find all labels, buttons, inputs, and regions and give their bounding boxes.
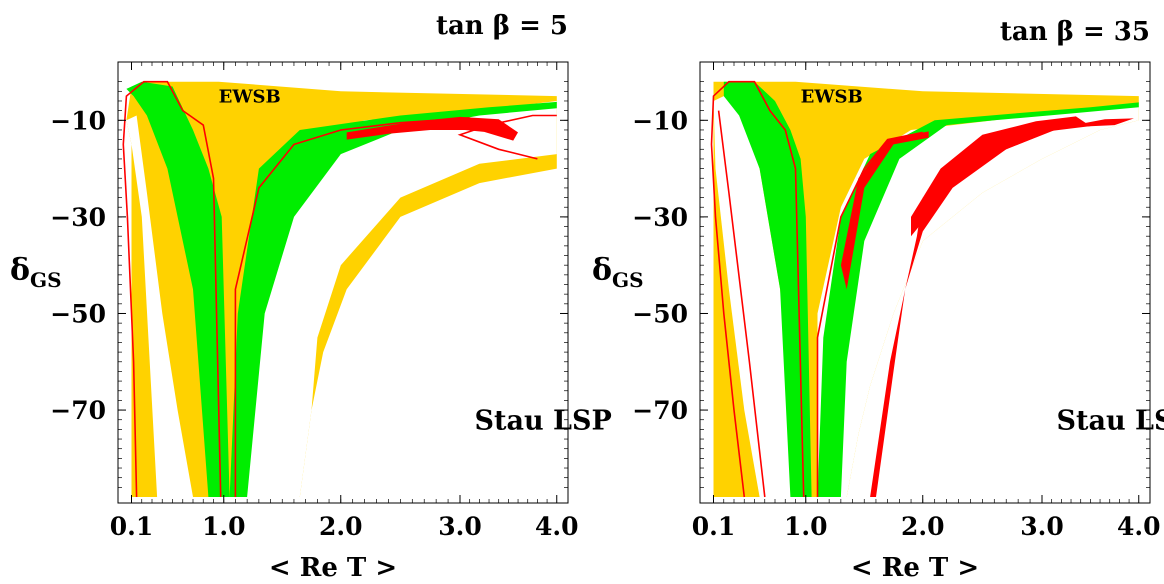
region-label-stau-lsp: Stau LSP	[475, 405, 612, 436]
axis-ticks: 0.1 1.0 2.0 3.0 4.0 −10 −30 −50 −70	[50, 62, 579, 541]
panel-title: tan β = 35	[1000, 17, 1150, 47]
x-axis-title: < Re T >	[269, 553, 397, 583]
red-contour-1	[717, 110, 766, 498]
x-tick-label: 2.0	[901, 512, 945, 541]
allowed-region-0	[713, 91, 801, 498]
y-axis-title: δGS	[592, 253, 644, 292]
y-tick-label: −30	[50, 203, 106, 232]
region-label-stau-lsp: Stau LSP	[1057, 405, 1164, 436]
red-contour-2	[816, 131, 923, 497]
green-band-0	[723, 81, 812, 497]
panel-title: tan β = 5	[436, 11, 568, 41]
y-axis-title-sub: GS	[30, 268, 62, 292]
allowed-region-0	[126, 115, 193, 497]
red-contour-2	[457, 114, 557, 160]
chart-panel-right: 0.1 1.0 2.0 3.0 4.0 −10 −30 −50 −70 tan β = 35 E…	[592, 17, 1164, 583]
x-tick-label: 1.0	[202, 512, 246, 541]
axis-ticks: 0.1 1.0 2.0 3.0 4.0 −10 −30 −50 −70	[632, 62, 1161, 541]
yellow-region-0	[126, 81, 557, 497]
y-tick-label: −50	[632, 299, 688, 328]
allowed-region-1	[241, 101, 557, 497]
y-axis-title-main: δ	[10, 253, 30, 288]
x-tick-label: 1.0	[784, 512, 828, 541]
region-label-ewsb: EWSB	[801, 86, 863, 107]
red-band-0	[346, 116, 518, 141]
y-tick-label: −10	[50, 106, 106, 135]
x-tick-label: 0.1	[692, 512, 736, 541]
green-band-0	[126, 81, 230, 497]
y-tick-label: −10	[632, 106, 688, 135]
y-tick-label: −30	[632, 203, 688, 232]
red-band-2	[840, 131, 929, 290]
x-tick-label: 3.0	[438, 512, 482, 541]
x-tick-label: 4.0	[1117, 512, 1161, 541]
red-contour-0	[710, 80, 805, 498]
y-tick-label: −50	[50, 299, 106, 328]
x-tick-label: 2.0	[319, 512, 363, 541]
region-label-ewsb: EWSB	[219, 86, 281, 107]
red-band-1	[911, 116, 1091, 237]
y-axis-title-sub: GS	[612, 268, 644, 292]
x-tick-label: 3.0	[1020, 512, 1064, 541]
x-axis-title: < Re T >	[851, 553, 979, 583]
red-contour-1	[234, 117, 470, 497]
chart-panel-left: 0.1 1.0 2.0 3.0 4.0 −10 −30 −50 −70 tan β = 5 EW…	[10, 11, 612, 583]
x-tick-label: 0.1	[110, 512, 154, 541]
y-axis-title: δGS	[10, 253, 62, 292]
plot-frame	[117, 61, 569, 504]
region-fills	[710, 80, 1139, 498]
allowed-region-1	[817, 103, 1139, 498]
red-contour-0	[122, 80, 222, 498]
yellow-region-1	[131, 144, 158, 497]
y-tick-label: −70	[50, 396, 106, 425]
plot-frame	[699, 61, 1151, 504]
region-fills	[122, 80, 557, 498]
y-tick-label: −70	[632, 396, 688, 425]
y-axis-title-main: δ	[592, 253, 612, 288]
x-tick-label: 4.0	[535, 512, 579, 541]
